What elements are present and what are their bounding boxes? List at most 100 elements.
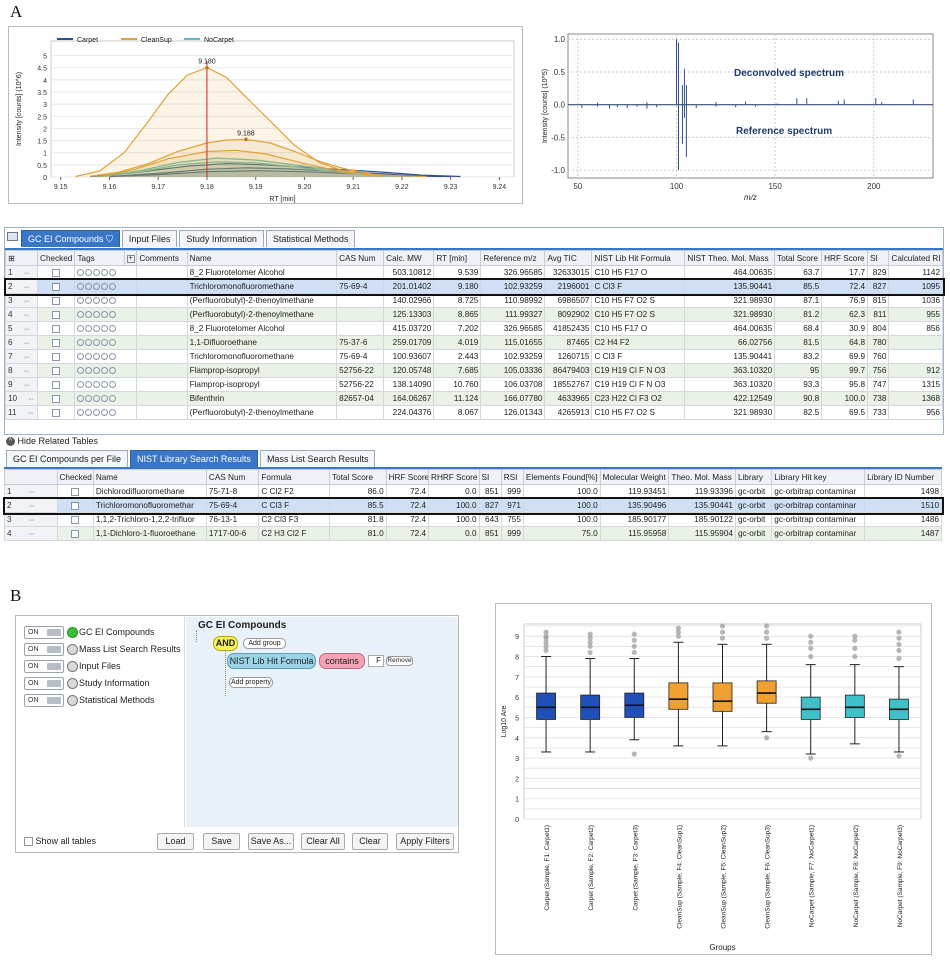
tags-cell[interactable] <box>74 391 138 406</box>
comments-cell[interactable] <box>136 349 188 364</box>
tag-circle-icon[interactable] <box>93 395 101 403</box>
nist-row[interactable]: 1 ⇔ Dichlorodifluoromethane 75-71-8 C Cl2 F… <box>4 484 942 499</box>
tab-gc-ei-compounds[interactable]: GC EI Compounds ⛉ <box>21 230 120 247</box>
tag-circle-icon[interactable] <box>85 283 93 291</box>
nist-header-cell[interactable]: Formula <box>258 469 331 485</box>
tags-cell[interactable] <box>74 363 138 378</box>
comments-cell[interactable] <box>136 293 188 308</box>
hide-related-tables-toggle[interactable]: ^ Hide Related Tables <box>6 436 98 447</box>
pin-icon[interactable]: ⇔ <box>20 324 31 333</box>
nist-row[interactable]: 4 ⇔ 1,1-Dichloro-1-fluoroethane 1717-00-6 C… <box>4 526 942 541</box>
compounds-row[interactable]: 7 ⇔ Trichloromonofluoromethane 75-69-4 100.… <box>4 349 943 364</box>
tag-circle-icon[interactable] <box>109 409 117 417</box>
condition-operator-button[interactable]: contains <box>319 653 365 669</box>
checked-cell[interactable] <box>37 391 76 406</box>
tag-circle-icon[interactable] <box>109 395 117 403</box>
nist-row[interactable]: 3 ⇔ 1,1,2-Trichloro-1,2,2-trifluor 76-13-1… <box>4 512 942 527</box>
compounds-row[interactable]: 6 ⇔ 1,1-Difluoroethane 75-37-6 259.01709 4.0… <box>4 335 943 350</box>
tag-circle-icon[interactable] <box>93 283 101 291</box>
tag-circle-icon[interactable] <box>77 283 85 291</box>
pin-icon[interactable]: ⇔ <box>20 366 31 375</box>
tag-circle-icon[interactable] <box>109 339 117 347</box>
row-checkbox[interactable] <box>52 324 61 333</box>
condition-value-input[interactable]: F <box>368 655 384 667</box>
filter-table-label[interactable]: Mass List Search Results <box>79 644 181 654</box>
checked-cell[interactable] <box>56 512 94 527</box>
clear-all-button[interactable]: Clear All <box>301 833 345 850</box>
pin-icon[interactable]: ⇔ <box>25 487 36 496</box>
compounds-header-cell[interactable]: SI <box>867 250 890 266</box>
checked-cell[interactable] <box>56 526 94 541</box>
nist-header-cell[interactable]: Elements Found[%] <box>522 469 601 485</box>
comments-cell[interactable] <box>136 363 188 378</box>
tag-circle-icon[interactable] <box>85 297 93 305</box>
tag-circle-icon[interactable] <box>77 353 85 361</box>
row-checkbox[interactable] <box>52 268 61 277</box>
column-chooser-icon[interactable]: ⊞ <box>8 254 15 263</box>
compounds-header-cell[interactable]: Tags <box>74 250 125 266</box>
tag-circle-icon[interactable] <box>109 325 117 333</box>
table-toggle[interactable]: ON <box>24 643 64 656</box>
tag-circle-icon[interactable] <box>77 339 85 347</box>
compounds-header-cell[interactable]: Comments <box>136 250 188 266</box>
apply-filters-button[interactable]: Apply Filters <box>396 833 454 850</box>
tag-circle-icon[interactable] <box>77 325 85 333</box>
and-operator-button[interactable]: AND <box>213 636 238 651</box>
tag-circle-icon[interactable] <box>77 395 85 403</box>
comments-cell[interactable] <box>136 265 188 280</box>
tab-nist-library-search-results[interactable]: NIST Library Search Results <box>130 450 258 467</box>
nist-header-cell[interactable]: SI <box>478 469 502 485</box>
add-property-button[interactable]: Add property <box>229 677 273 688</box>
row-checkbox[interactable] <box>52 394 61 403</box>
nist-header-cell[interactable] <box>4 469 58 485</box>
load-button[interactable]: Load <box>157 833 194 850</box>
save-button[interactable]: Save <box>203 833 240 850</box>
compounds-header-cell[interactable]: RT [min] <box>433 250 482 266</box>
tags-cell[interactable] <box>74 335 138 350</box>
comments-cell[interactable] <box>136 279 188 294</box>
row-checkbox[interactable] <box>71 515 80 524</box>
checked-cell[interactable] <box>37 279 76 294</box>
condition-field-button[interactable]: NIST Lib Hit Formula <box>227 653 316 669</box>
tag-circle-icon[interactable] <box>101 381 109 389</box>
nist-row[interactable]: 2 ⇔ Trichloromonofluoromethar 75-69-4 C Cl3… <box>2 496 944 515</box>
compounds-header-cell[interactable]: + <box>123 250 138 266</box>
tag-circle-icon[interactable] <box>101 283 109 291</box>
nist-header-cell[interactable]: Library ID Number <box>864 469 942 485</box>
row-checkbox[interactable] <box>52 282 61 291</box>
tag-circle-icon[interactable] <box>93 311 101 319</box>
row-checkbox[interactable] <box>52 296 61 305</box>
tag-circle-icon[interactable] <box>85 409 93 417</box>
compounds-header-cell[interactable]: Total Score <box>774 250 823 266</box>
clear-button[interactable]: Clear <box>352 833 388 850</box>
checked-cell[interactable] <box>37 321 76 336</box>
tag-circle-icon[interactable] <box>109 381 117 389</box>
nist-header-cell[interactable]: HRF Score <box>385 469 430 485</box>
checked-cell[interactable] <box>37 349 76 364</box>
tag-circle-icon[interactable] <box>85 325 93 333</box>
tab-input-files[interactable]: Input Files <box>121 230 178 247</box>
tag-circle-icon[interactable] <box>93 297 101 305</box>
compounds-row[interactable]: 5 ⇔ 8_2 Fluorotelomer Alcohol 415.03720 7.2… <box>4 321 943 336</box>
row-checkbox[interactable] <box>71 487 80 496</box>
tag-circle-icon[interactable] <box>77 367 85 375</box>
comments-cell[interactable] <box>136 307 188 322</box>
nist-header-cell[interactable]: CAS Num <box>205 469 260 485</box>
compounds-row[interactable]: 10 ⇔ Bifenthrin 82657-04 164.06267 11.124 166… <box>4 391 943 406</box>
comments-cell[interactable] <box>136 391 188 406</box>
compounds-row[interactable]: 3 ⇔ (Perfluorobutyl)-2-thenoylmethane 140.… <box>4 293 943 308</box>
checked-cell[interactable] <box>37 265 76 280</box>
nist-header-cell[interactable]: Library Hit key <box>771 469 866 485</box>
tag-circle-icon[interactable] <box>85 311 93 319</box>
tags-cell[interactable] <box>74 321 138 336</box>
table-toggle[interactable]: ON <box>24 677 64 690</box>
row-checkbox[interactable] <box>52 408 61 417</box>
tag-circle-icon[interactable] <box>77 269 85 277</box>
tag-circle-icon[interactable] <box>85 367 93 375</box>
compounds-header-cell[interactable]: NIST Theo. Mol. Mass <box>684 250 776 266</box>
compounds-header-cell[interactable]: Reference m/z <box>480 250 546 266</box>
checked-cell[interactable] <box>37 405 76 420</box>
tag-circle-icon[interactable] <box>85 353 93 361</box>
row-checkbox[interactable] <box>71 501 80 510</box>
tag-circle-icon[interactable] <box>109 367 117 375</box>
